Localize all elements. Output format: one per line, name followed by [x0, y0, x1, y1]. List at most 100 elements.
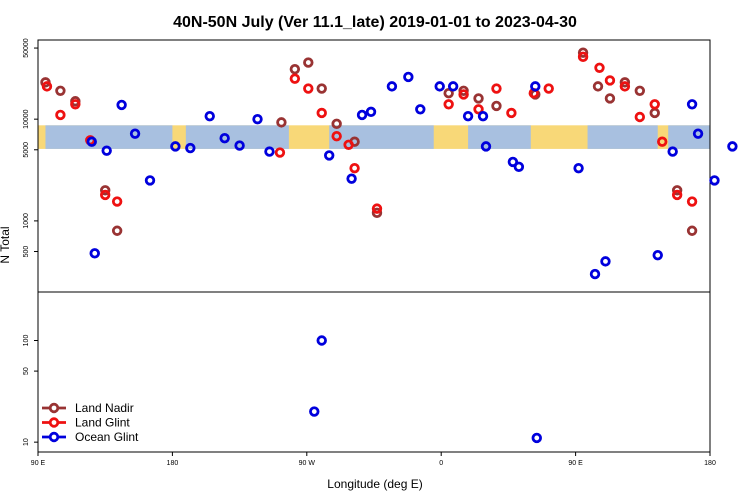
y-tick-label: 10000 [23, 109, 30, 129]
point-land-glint [649, 99, 660, 110]
point-land-glint [686, 196, 698, 207]
point-ocean-glint [116, 99, 127, 111]
point-land-glint [458, 89, 469, 100]
ocean-band-segment [329, 125, 434, 149]
point-land-glint [491, 83, 502, 94]
point-ocean-glint [386, 81, 398, 92]
point-ocean-glint [727, 141, 738, 152]
point-ocean-glint [434, 81, 445, 92]
point-land-nadir [577, 47, 589, 58]
point-ocean-glint [185, 142, 196, 154]
chart-title: 40N-50N July (Ver 11.1_late) 2019-01-01 … [173, 14, 577, 31]
point-land-nadir [99, 185, 111, 196]
point-ocean-glint [101, 145, 112, 156]
point-ocean-glint [692, 128, 704, 139]
point-ocean-glint [129, 128, 141, 139]
point-land-glint [604, 75, 616, 86]
x-tick-label: 90 E [568, 460, 583, 467]
point-land-glint [70, 99, 81, 110]
point-land-nadir [371, 207, 383, 219]
point-land-nadir [443, 87, 454, 99]
point-ocean-glint [447, 81, 459, 92]
legend-label: Land Glint [75, 416, 130, 430]
x-axis: 90 E 180 90 W 0 90 E 180 [31, 452, 716, 467]
point-land-glint [303, 83, 314, 94]
x-tick-label: 180 [167, 460, 179, 467]
point-ocean-glint [462, 110, 474, 122]
point-land-glint [619, 81, 631, 92]
point-land-nadir [649, 107, 660, 119]
point-land-nadir [491, 100, 502, 112]
point-land-glint [506, 107, 517, 119]
point-land-glint [99, 189, 111, 201]
point-ocean-glint [252, 113, 263, 125]
point-ocean-glint [324, 150, 335, 161]
y-tick-label: 500 [23, 246, 30, 258]
point-ocean-glint [170, 141, 181, 152]
point-land-nadir [619, 77, 631, 88]
point-ocean-glint [480, 141, 492, 152]
point-land-glint [671, 189, 683, 201]
y-axis-label: N Total [0, 226, 12, 263]
point-ocean-glint [346, 173, 357, 184]
point-land-glint [634, 111, 646, 123]
point-land-nadir [634, 85, 646, 97]
legend-marker [48, 417, 60, 428]
point-ocean-glint [204, 110, 215, 122]
y-tick-label: 50000 [23, 38, 30, 58]
point-ocean-glint [415, 104, 426, 115]
point-ocean-glint [667, 146, 678, 157]
point-land-glint [55, 109, 66, 121]
y-tick-label: 1000 [23, 213, 30, 229]
point-land-glint [111, 196, 123, 207]
legend-label: Land Nadir [75, 401, 134, 415]
point-land-nadir [592, 81, 604, 92]
legend-marker [48, 402, 60, 414]
ocean-band-segment [45, 125, 173, 149]
point-land-nadir [473, 93, 484, 104]
point-land-glint [473, 104, 484, 115]
point-ocean-glint [356, 109, 368, 121]
point-ocean-glint [365, 106, 377, 118]
x-tick-label: 90 W [299, 460, 316, 467]
point-land-glint [443, 99, 454, 110]
point-ocean-glint [219, 132, 230, 144]
point-land-glint [274, 147, 286, 158]
point-ocean-glint-lower [531, 432, 542, 444]
ocean-band-segment [668, 125, 710, 149]
y-tick-label: 50 [23, 367, 30, 375]
point-land-glint [543, 83, 554, 94]
ocean-band-segment [185, 125, 289, 149]
ocean-band-segment [468, 125, 531, 149]
point-land-glint [331, 131, 342, 142]
point-land-glint [371, 203, 383, 214]
point-ocean-glint [600, 256, 611, 267]
point-land-nadir [671, 185, 683, 196]
point-land-glint [316, 107, 327, 119]
point-land-glint [289, 73, 301, 84]
point-land-nadir [303, 57, 314, 68]
x-tick-label: 0 [439, 460, 443, 467]
point-land-glint [343, 139, 354, 150]
point-ocean-glint [86, 136, 97, 147]
point-ocean-glint [573, 162, 584, 174]
point-land-nadir [316, 83, 327, 94]
ocean-band-segment [587, 125, 658, 149]
point-ocean-glint [652, 250, 663, 261]
x-axis-label: Longitude (deg E) [327, 477, 422, 491]
point-land-glint [349, 162, 360, 174]
data-points [40, 47, 738, 444]
y-tick-label: 5000 [23, 142, 30, 158]
point-land-nadir [686, 225, 698, 236]
y-tick-label: 10 [23, 438, 30, 446]
point-ocean-glint [264, 146, 275, 157]
point-land-glint [577, 51, 589, 63]
point-land-nadir [331, 118, 342, 130]
y-tick-label: 100 [23, 335, 30, 347]
point-land-nadir [55, 85, 66, 97]
x-tick-label: 90 E [31, 460, 46, 467]
point-land-nadir [111, 225, 123, 236]
upper-panel [37, 39, 711, 293]
legend-label: Ocean Glint [75, 430, 139, 444]
point-ocean-glint [709, 175, 720, 186]
